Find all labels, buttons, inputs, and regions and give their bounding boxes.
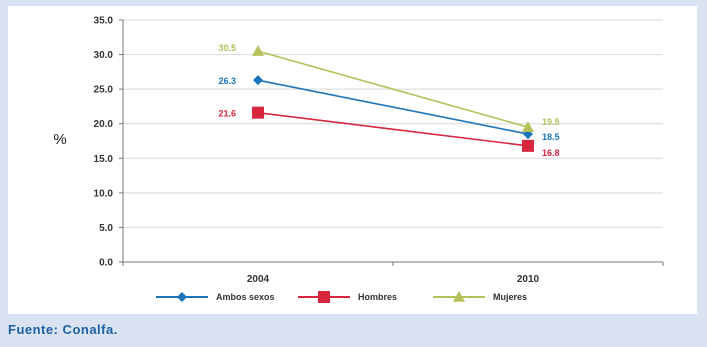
legend: Ambos sexos Hombres Mujeres: [156, 291, 527, 303]
data-label: 18.5: [542, 132, 560, 142]
y-axis-label: %: [53, 131, 66, 148]
x-tick-label: 2004: [247, 274, 270, 285]
data-point: [252, 106, 264, 119]
data-point: [522, 121, 534, 132]
y-tick-label: 35.0: [94, 16, 114, 27]
data-label: 21.6: [218, 109, 236, 119]
legend-entry: Hombres: [358, 292, 397, 302]
legend-marker: [318, 291, 330, 303]
y-tick-label: 15.0: [94, 154, 114, 165]
legend-entry: Mujeres: [493, 292, 527, 302]
data-label: 16.8: [542, 148, 560, 158]
y-tick-label: 10.0: [94, 188, 114, 199]
y-tick-label: 30.0: [94, 50, 114, 61]
data-point: [253, 75, 263, 86]
gridlines: [123, 19, 663, 228]
legend-entry: Ambos sexos: [216, 292, 275, 302]
axes: 0.0 5.0 10.0 15.0 20.0 25.0 30.0 35.0 2004 2010%: [53, 16, 664, 285]
data-label: 26.3: [218, 76, 236, 86]
series-line-0: [257, 79, 529, 135]
y-tick-label: 0.0: [99, 258, 113, 269]
data-labels: 26.3 18.5 21.6 16.8 30.5 19.5: [218, 43, 559, 158]
y-tick-label: 20.0: [94, 119, 114, 130]
series-line-1: [257, 111, 529, 147]
legend-marker: [177, 292, 187, 302]
legend-marker: [453, 291, 465, 302]
data-label: 19.5: [542, 117, 560, 127]
data-point: [522, 139, 534, 152]
x-tick-label: 2010: [517, 274, 540, 285]
chart-panel: 0.0 5.0 10.0 15.0 20.0 25.0 30.0 35.0 2004 2010% …: [8, 6, 697, 314]
source-note: Fuente: Conalfa.: [8, 322, 118, 337]
series: [252, 45, 534, 152]
y-tick-label: 25.0: [94, 85, 114, 96]
data-point: [252, 45, 264, 56]
y-tick-label: 5.0: [99, 223, 113, 234]
data-label: 30.5: [218, 43, 236, 53]
series-line-2: [257, 50, 529, 128]
